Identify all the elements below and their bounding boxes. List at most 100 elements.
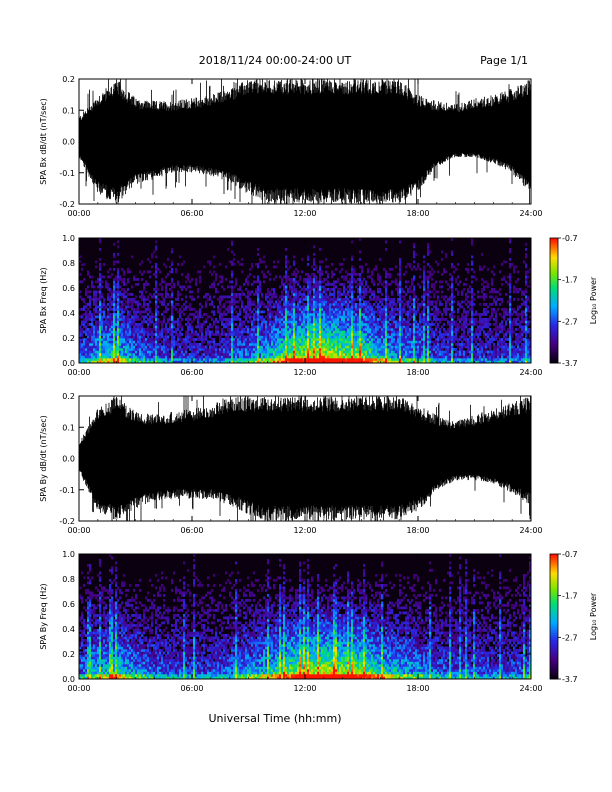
panel-2-cell bbox=[125, 328, 128, 331]
panel-2-cell bbox=[155, 323, 158, 326]
panel-2-cell bbox=[343, 300, 346, 304]
panel-2-cell bbox=[285, 310, 288, 314]
panel-2-cell bbox=[315, 350, 318, 354]
panel-2-cell bbox=[287, 360, 290, 364]
panel-2-cell bbox=[333, 313, 336, 316]
panel-2-cell bbox=[123, 323, 126, 326]
panel-2-cell bbox=[329, 290, 332, 294]
panel-2-cell bbox=[135, 355, 138, 359]
panel-2-cell bbox=[409, 308, 412, 311]
panel-2-cell bbox=[395, 348, 398, 351]
panel-2-cell bbox=[79, 338, 82, 341]
panel-2-cell bbox=[305, 303, 308, 306]
panel-2-cell bbox=[409, 263, 412, 266]
panel-2-cell bbox=[323, 305, 326, 309]
panel-2-cell bbox=[359, 353, 362, 356]
panel-2-cell bbox=[299, 350, 302, 354]
panel-2-cell bbox=[385, 293, 388, 296]
panel-2-cell bbox=[319, 350, 322, 354]
panel-2-cell bbox=[331, 328, 334, 331]
panel-2-cell bbox=[327, 328, 330, 331]
panel-2-cell bbox=[117, 245, 120, 249]
panel-2-cell bbox=[245, 338, 248, 341]
panel-2-cell bbox=[321, 350, 324, 354]
panel-2-cell bbox=[233, 298, 236, 301]
panel-2-cell bbox=[225, 320, 228, 324]
panel-2-cell bbox=[325, 348, 328, 351]
panel-2-cell bbox=[283, 323, 286, 326]
panel-2-cell bbox=[235, 345, 238, 349]
panel-2-cell bbox=[249, 300, 252, 304]
panel-2-cell bbox=[271, 343, 274, 346]
panel-2-cell bbox=[127, 328, 130, 331]
panel-2-cell bbox=[343, 358, 346, 361]
panel-2-cell bbox=[245, 330, 248, 334]
panel-2-cell bbox=[387, 358, 390, 361]
panel-2-cell bbox=[155, 340, 158, 344]
panel-2-cell bbox=[245, 353, 248, 356]
panel-2-cell bbox=[191, 308, 194, 311]
panel-2-cell bbox=[87, 345, 90, 349]
panel-2-cell bbox=[233, 350, 236, 354]
panel-2-cell bbox=[123, 343, 126, 346]
panel-2-cell bbox=[157, 350, 160, 354]
panel-2-cell bbox=[275, 328, 278, 331]
panel-2-cell bbox=[421, 343, 424, 346]
panel-2-cell bbox=[399, 320, 402, 324]
panel-2-cell bbox=[139, 290, 142, 294]
panel-2-cell bbox=[89, 313, 92, 316]
panel-2-cell bbox=[89, 355, 92, 359]
panel-2-cell bbox=[277, 300, 280, 304]
panel-2-cell bbox=[281, 298, 284, 301]
panel-2-cell bbox=[257, 348, 260, 351]
panel-2-cell bbox=[419, 275, 422, 279]
panel-2-cell bbox=[425, 350, 428, 354]
panel-2-cell bbox=[195, 280, 198, 284]
panel-2-cell bbox=[417, 348, 420, 351]
panel-2-cell bbox=[217, 355, 220, 359]
panel-2-cell bbox=[397, 325, 400, 329]
panel-2-cell bbox=[341, 310, 344, 314]
panel-2-cell bbox=[405, 300, 408, 304]
panel-2-cell bbox=[369, 288, 372, 291]
panel-2-cell bbox=[319, 300, 322, 304]
panel-2-cell bbox=[209, 325, 212, 329]
panel-2-cell bbox=[91, 320, 94, 324]
panel-2-cell bbox=[177, 263, 180, 266]
panel-2-cell bbox=[223, 358, 226, 361]
panel-2-cell bbox=[335, 343, 338, 346]
panel-2-cell bbox=[181, 288, 184, 291]
panel-2-cell bbox=[157, 268, 160, 271]
panel-2-cell bbox=[143, 343, 146, 346]
panel-2-cell bbox=[367, 348, 370, 351]
panel-2-cell bbox=[391, 345, 394, 349]
panel-2-cell bbox=[373, 303, 376, 306]
panel-2-cell bbox=[337, 325, 340, 329]
panel-2-cell bbox=[189, 340, 192, 344]
panel-2-cell bbox=[429, 350, 432, 354]
panel-2-cell bbox=[303, 290, 306, 294]
panel-2-cell bbox=[141, 323, 144, 326]
panel-2-cell bbox=[297, 343, 300, 346]
panel-2-cell bbox=[311, 300, 314, 304]
panel-2-cell bbox=[359, 323, 362, 326]
panel-2-cell bbox=[241, 360, 244, 364]
panel-2-cell bbox=[387, 318, 390, 321]
panel-2-cell bbox=[383, 335, 386, 339]
panel-2-cell bbox=[411, 343, 414, 346]
panel-2-cell bbox=[289, 353, 292, 356]
panel-2-cell bbox=[197, 358, 200, 361]
panel-2-cell bbox=[83, 348, 86, 351]
panel-2-cell bbox=[367, 325, 370, 329]
panel-2-cell bbox=[111, 335, 114, 339]
panel-2-cell bbox=[367, 343, 370, 346]
panel-2-cell bbox=[373, 283, 376, 286]
panel-2-cell bbox=[189, 318, 192, 321]
panel-2-cell bbox=[135, 318, 138, 321]
panel-2-cell bbox=[401, 318, 404, 321]
panel-2-cell bbox=[241, 333, 244, 336]
panel-2-cell bbox=[299, 300, 302, 304]
panel-2-cell bbox=[169, 345, 172, 349]
panel-2-cell bbox=[353, 310, 356, 314]
panel-2-cell bbox=[135, 283, 138, 286]
